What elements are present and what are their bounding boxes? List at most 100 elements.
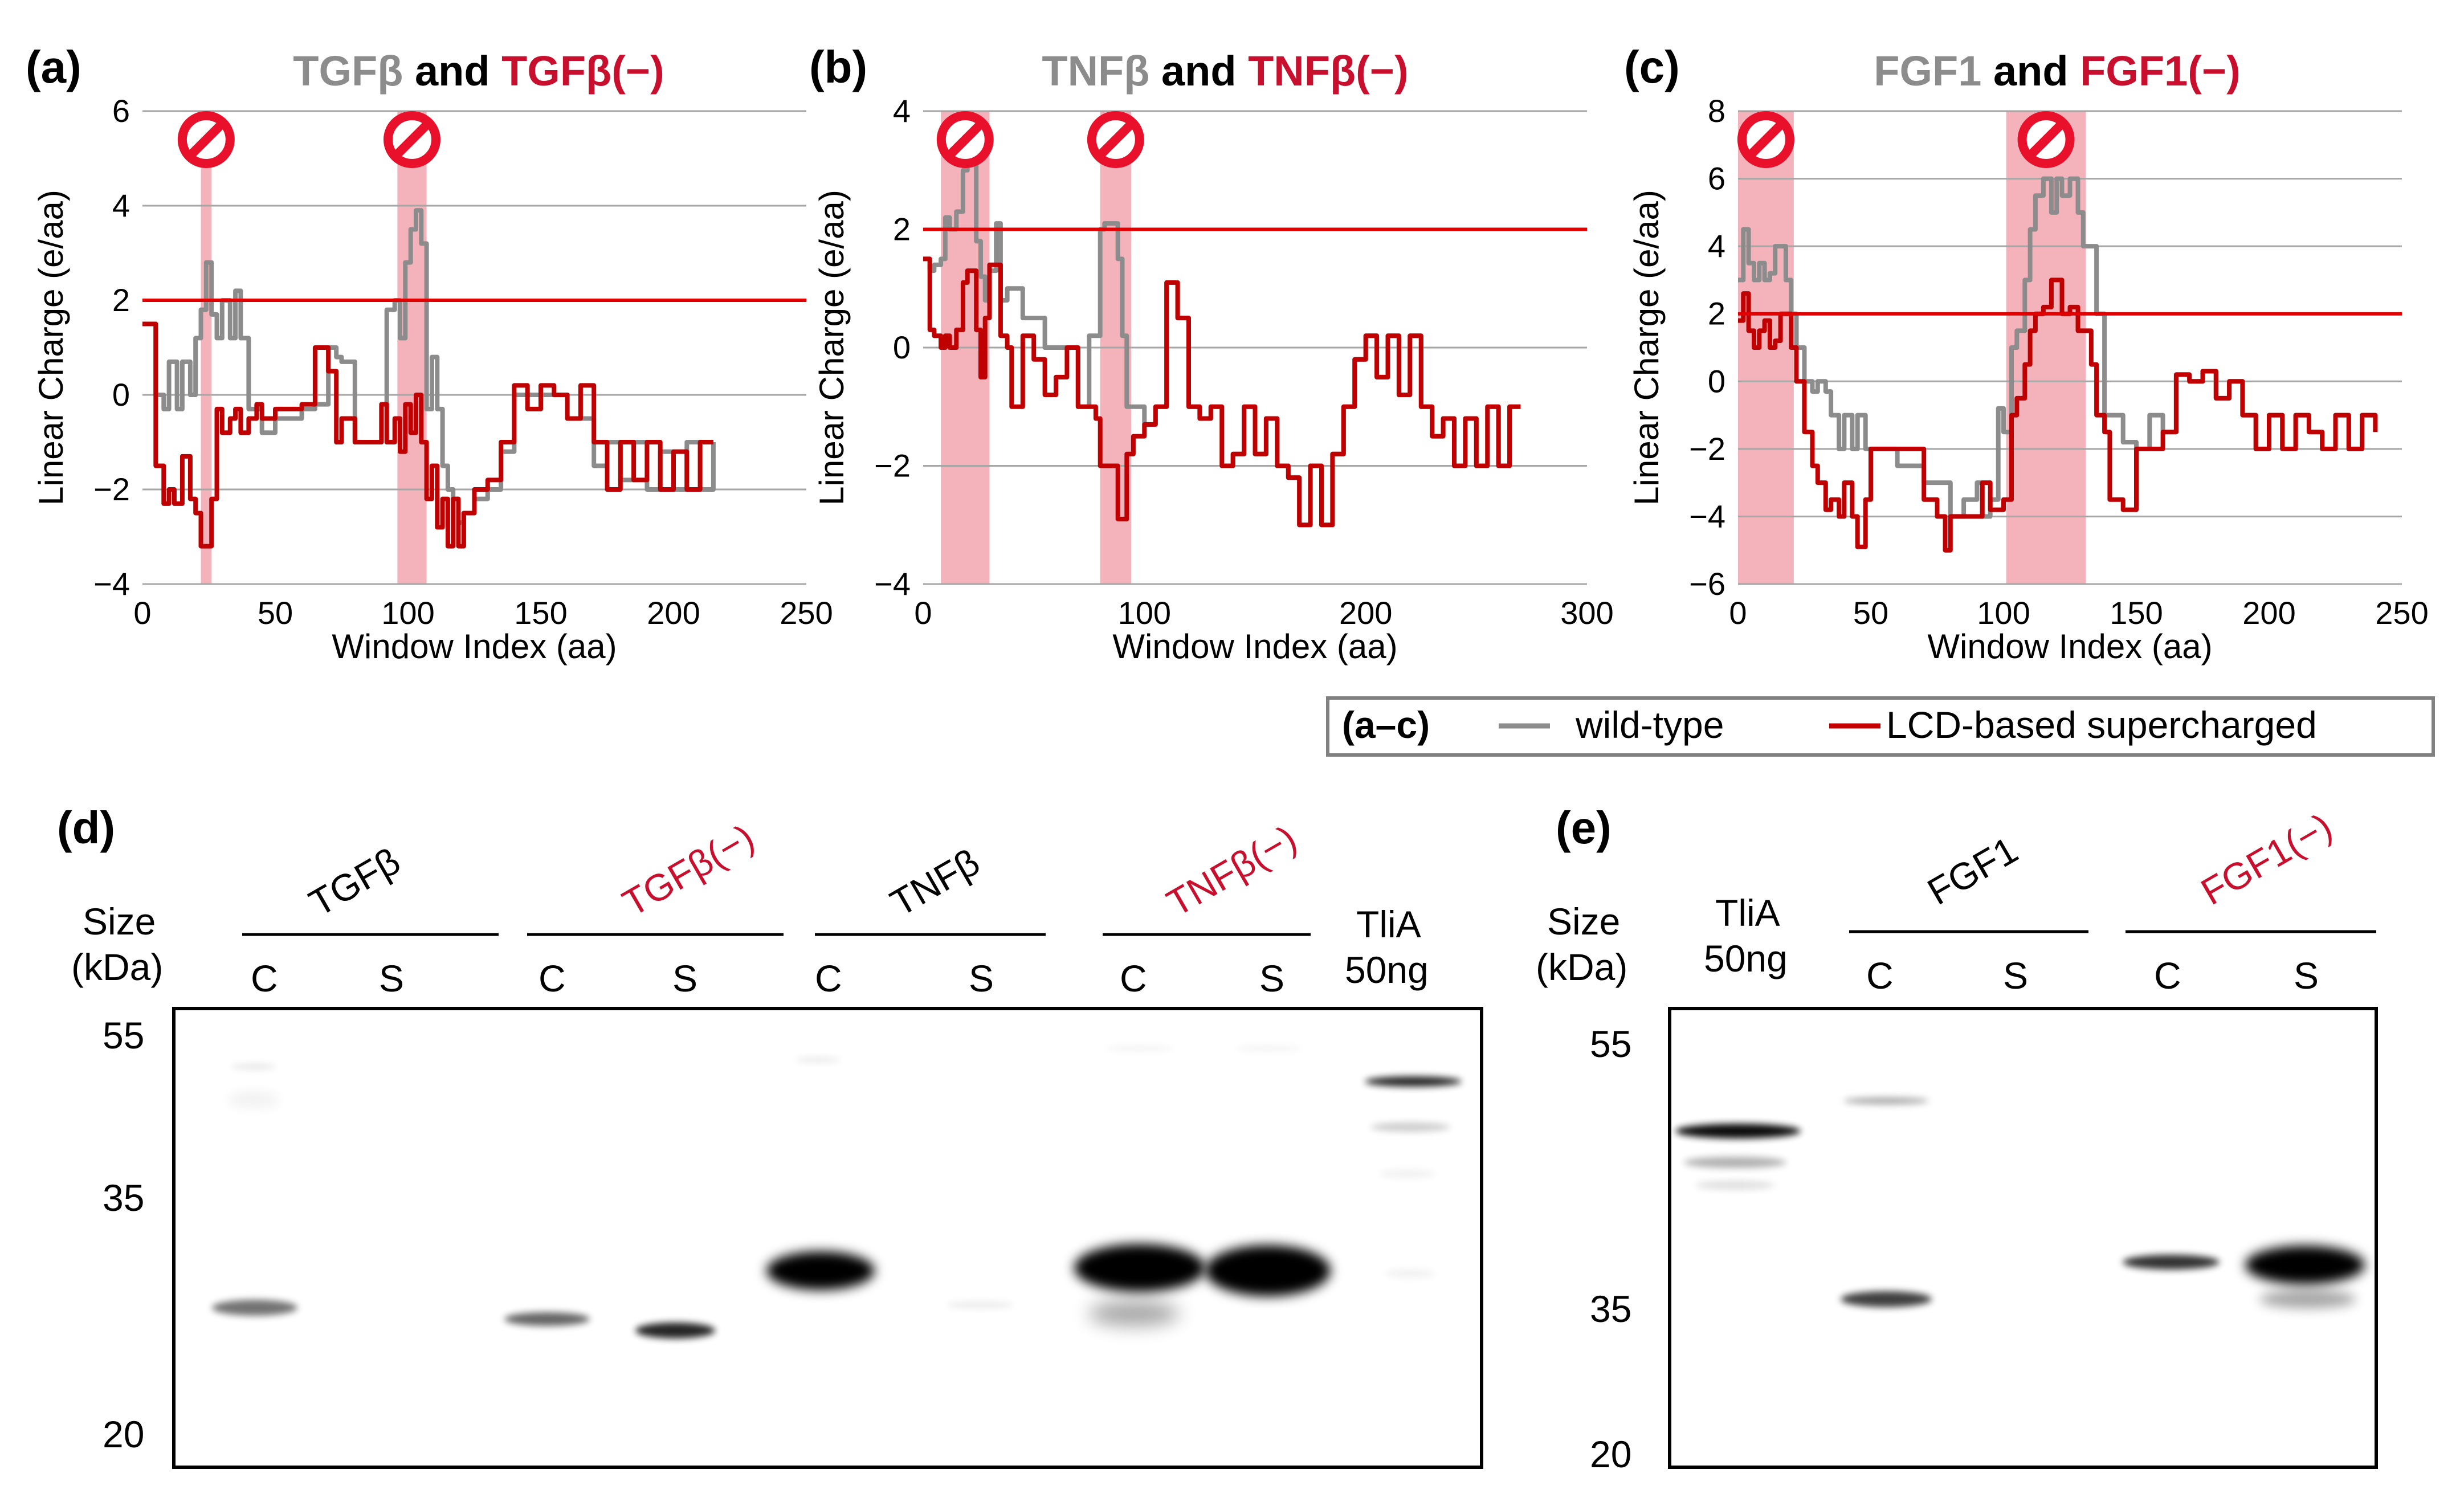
series-line-supercharged (923, 256, 1521, 528)
panel-letter: (a) (26, 42, 81, 92)
size-label-d: Size (83, 900, 156, 942)
marker-35: 35 (103, 1177, 144, 1219)
blot-panel-e: (e) Size (kDa) TliA 50ng FGF1 C S FGF1(−… (1536, 802, 2378, 1475)
band (1385, 1269, 1436, 1278)
y-axis-label: Linear Charge (e/aa) (32, 190, 70, 505)
blot-lane-label: C (539, 957, 566, 999)
chart-panel-c: −6 −4 −2 0 2 4 6 8 0 50 100 150 200 250 (c) FGF1 and FG… (1624, 42, 2429, 666)
marker-55: 55 (103, 1014, 144, 1056)
blot-lane-label: C (2154, 954, 2181, 997)
blot-group-label: FGF1(−) (2194, 805, 2339, 913)
marker-35: 35 (1590, 1288, 1631, 1330)
prohibited-icon (383, 111, 440, 168)
blot-group-label: TGFβ (302, 839, 407, 924)
x-tick-label: 0 (1729, 595, 1747, 631)
blot-group-label: TGFβ(−) (615, 816, 761, 924)
blot-bands-e (1675, 1097, 2365, 1308)
y-tick-label: 0 (893, 329, 911, 365)
blot-lane-label: C (1866, 954, 1894, 997)
band (212, 1300, 297, 1316)
x-tick-label: 250 (2375, 595, 2428, 631)
blot-lane-label: S (672, 957, 697, 999)
legend-prefix: (a–c) (1342, 704, 1430, 746)
band (1675, 1124, 1801, 1138)
chart-title: FGF1 and FGF1(−) (1874, 47, 2240, 95)
blot-ref-label: TliA (1715, 892, 1780, 934)
prohibited-icon (1087, 111, 1144, 168)
y-tick-label: −2 (1689, 431, 1725, 467)
prohibited-icon (2017, 111, 2075, 168)
blot-group-label: TNFβ(−) (1160, 817, 1303, 924)
series-line-wild-type (142, 208, 716, 525)
blot-lane-label: S (969, 957, 994, 999)
prohibited-icon (936, 111, 994, 168)
series-line-supercharged (1738, 277, 2378, 553)
chart-panel-a: −4 −2 0 2 4 6 0 50 100 150 200 250 (a) TGFβ and TGFβ(… (26, 42, 833, 666)
x-tick-label: 50 (1853, 595, 1888, 631)
legend-label-supercharged: LCD-based supercharged (1886, 704, 2317, 746)
band (795, 1058, 841, 1062)
x-tick-label: 50 (258, 595, 293, 631)
size-unit-d: (kDa) (71, 946, 163, 988)
highlight-region (201, 111, 212, 584)
y-tick-label: 2 (112, 282, 130, 318)
y-tick-label: 4 (1708, 228, 1725, 264)
chart-panel-b: −4 −2 0 2 4 0 100 200 300 (b) TNFβ and TNFβ(−) Wind… (809, 42, 1614, 666)
y-tick-label: −2 (874, 448, 911, 484)
band (1234, 1046, 1302, 1051)
y-tick-label: 2 (893, 211, 911, 247)
x-axis-label: Window Index (aa) (1927, 627, 2212, 666)
blot-ref-label: 50ng (1345, 949, 1429, 991)
band (635, 1323, 715, 1338)
marker-20: 20 (1590, 1433, 1631, 1475)
y-tick-label: −6 (1689, 566, 1725, 602)
series-line-supercharged (142, 321, 713, 549)
blot-membrane-d (172, 1007, 1483, 1469)
x-tick-label: 100 (1118, 595, 1171, 631)
x-tick-label: 100 (381, 595, 434, 631)
band (231, 1064, 276, 1069)
band (1695, 1181, 1775, 1190)
x-tick-label: 150 (2110, 595, 2163, 631)
band (1205, 1245, 1331, 1296)
y-tick-label: 4 (893, 93, 911, 129)
size-unit-e: (kDa) (1536, 946, 1627, 988)
blot-lane-label: S (1259, 957, 1284, 999)
band (504, 1312, 590, 1326)
blot-ref-label: TliA (1356, 903, 1421, 945)
band (1370, 1123, 1450, 1132)
marker-20: 20 (103, 1413, 144, 1455)
y-tick-label: 8 (1708, 93, 1725, 129)
y-tick-label: −4 (93, 566, 130, 602)
blot-panel-d: (d) Size (kDa) TGFβ C S TGFβ(−) C S TNFβ… (57, 802, 1483, 1469)
y-tick-label: 6 (1708, 161, 1725, 197)
chart-title: TNFβ and TNFβ(−) (1042, 47, 1408, 95)
y-axis-label: Linear Charge (e/aa) (1627, 190, 1666, 505)
x-tick-label: 0 (133, 595, 151, 631)
band (1105, 1046, 1174, 1051)
x-tick-label: 300 (1560, 595, 1613, 631)
y-tick-label: 6 (112, 93, 130, 129)
x-axis-label: Window Index (aa) (1112, 627, 1397, 666)
band (1365, 1076, 1462, 1087)
blot-group-label: FGF1 (1920, 828, 2025, 913)
y-tick-label: 0 (112, 377, 130, 413)
panel-letter-d: (d) (57, 802, 115, 853)
band (2259, 1290, 2356, 1308)
y-tick-label: −4 (1689, 498, 1725, 534)
x-tick-label: 200 (1339, 595, 1392, 631)
blot-group-label: TNFβ (883, 840, 986, 924)
highlight-region (1738, 111, 1794, 584)
legend: (a–c) wild-type LCD-based supercharged (1326, 696, 2435, 757)
legend-label-wild-type: wild-type (1575, 704, 1724, 746)
blot-ref-label: 50ng (1704, 937, 1788, 979)
band (1841, 1291, 1932, 1307)
y-tick-label: −2 (93, 471, 130, 507)
panel-letter-e: (e) (1556, 802, 1612, 853)
band (2245, 1246, 2365, 1284)
blot-lane-label: S (379, 957, 404, 999)
prohibited-icon (1737, 111, 1794, 168)
blot-lane-label: S (2294, 954, 2319, 997)
y-tick-label: 0 (1708, 363, 1725, 399)
band (1074, 1244, 1205, 1292)
